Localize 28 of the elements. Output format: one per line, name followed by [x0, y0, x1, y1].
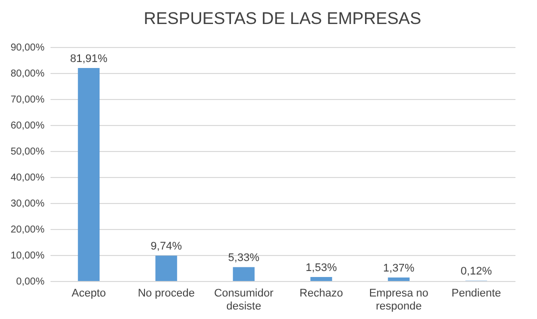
y-tick-label: 10,00% — [10, 250, 45, 262]
data-label: 5,33% — [228, 252, 260, 264]
chart-title: RESPUESTAS DE LAS EMPRESAS — [144, 9, 422, 28]
bar — [388, 277, 410, 281]
bar — [78, 68, 100, 281]
y-tick-label: 0,00% — [16, 276, 45, 288]
bar — [310, 277, 332, 281]
data-label: 1,37% — [383, 262, 415, 274]
data-label: 1,53% — [306, 262, 338, 274]
y-tick-label: 20,00% — [10, 224, 45, 236]
x-tick-label: No procede — [138, 288, 195, 300]
x-tick-label: Pendiente — [451, 288, 502, 300]
y-tick-label: 30,00% — [10, 198, 45, 210]
y-tick-label: 60,00% — [10, 120, 45, 132]
bar — [155, 256, 178, 281]
data-label: 9,74% — [150, 240, 182, 253]
y-tick-label: 70,00% — [10, 94, 45, 106]
y-tick-label: 90,00% — [10, 42, 45, 54]
x-tick-label: Acepto — [72, 288, 106, 300]
y-tick-label: 80,00% — [10, 68, 45, 80]
data-label: 81,91% — [70, 53, 108, 66]
data-label: 0,12% — [460, 266, 492, 278]
bar — [232, 267, 255, 281]
x-tick-label: Consumidor desiste — [214, 288, 274, 312]
x-tick-label: Empresa no responde — [369, 288, 428, 312]
y-tick-label: 40,00% — [10, 172, 45, 184]
y-tick-label: 50,00% — [10, 146, 45, 158]
x-tick-label: Rechazo — [300, 288, 343, 300]
